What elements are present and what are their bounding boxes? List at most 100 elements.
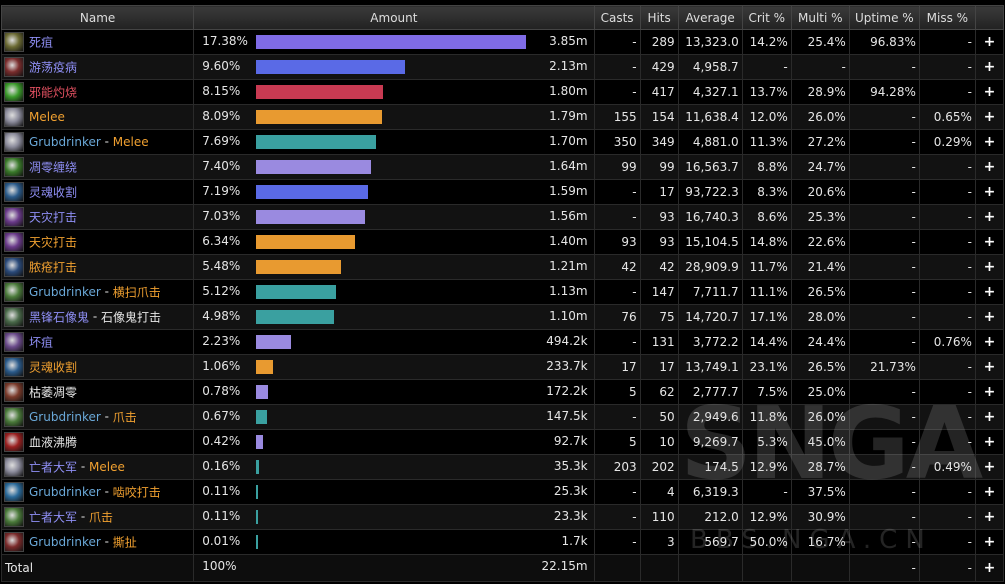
expand-row-button[interactable]: + [974,204,1005,230]
expand-row-button[interactable]: + [974,529,1005,555]
damage-percent: 9.60% [202,59,241,73]
multi-cell: 24.7% [790,154,850,180]
damage-amount: 23.3k [553,509,588,523]
damage-bar [256,360,273,374]
expand-row-button[interactable]: + [974,154,1005,180]
average-cell: 7,711.7 [677,279,743,305]
table-row[interactable]: 灵魂收割 7.19% 1.59m -17 93,722.3 8.3% 20.6% - - + [0,179,1005,205]
table-row[interactable]: 天灾打击 6.34% 1.40m 93 93 15,104.5 14.8% 22.6% - - + [0,229,1005,255]
multi-cell: 22.6% [790,229,850,255]
source-name: 坏疽 [29,335,54,350]
expand-row-button[interactable]: + [974,104,1005,130]
total-amount: 22.15m [541,559,588,573]
spell-icon [4,507,24,527]
table-row[interactable]: Grubdrinker - 爪击 0.67% 147.5k -50 2,949.6 11.… [0,404,1005,430]
name-cell: 亡者大军 - Melee [0,454,195,480]
damage-amount: 1.13m [549,284,588,298]
spell-separator: - [80,509,86,524]
multi-cell: 25.4% [790,29,850,55]
expand-row-button[interactable]: + [974,504,1005,530]
expand-row-button[interactable]: + [974,229,1005,255]
expand-row-button[interactable]: + [974,129,1005,155]
table-row[interactable]: 黑锋石像鬼 - 石像鬼打击 4.98% 1.10m 76 75 14,720.7 17.1%… [0,304,1005,330]
expand-row-button[interactable]: + [974,179,1005,205]
spell-separator: - [104,409,109,424]
casts-cell: - [593,504,641,530]
table-row[interactable]: 脓疮打击 5.48% 1.21m 42 42 28,909.9 11.7% 21.4% - - + [0,254,1005,280]
damage-bar [256,260,342,274]
table-row[interactable]: Grubdrinker - Melee 7.69% 1.70m 350 349 4,881… [0,129,1005,155]
col-header-casts[interactable]: Casts [593,5,641,30]
col-header-multi[interactable]: Multi % [790,5,850,30]
damage-percent: 7.69% [202,134,241,148]
table-row[interactable]: 游荡疫病 9.60% 2.13m -429 4,958.7- - - - + [0,54,1005,80]
damage-bar [256,385,269,399]
expand-row-button[interactable]: + [974,379,1005,405]
casts-cell: - [593,529,641,555]
spell-icon [4,257,24,277]
table-row[interactable]: 坏疽 2.23% 494.2k -131 3,772.2 14.4% 24.4% -0.76%… [0,329,1005,355]
casts-cell: 76 [593,304,641,330]
name-cell: 黑锋石像鬼 - 石像鬼打击 [0,304,195,330]
hits-cell: 429 [639,54,679,80]
table-row[interactable]: 灵魂收割 1.06% 233.7k 17 17 13,749.1 23.1% 26.5% 21.… [0,354,1005,380]
table-row[interactable]: Grubdrinker - 横扫爪击 5.12% 1.13m -147 7,711.7 1… [0,279,1005,305]
expand-row-button[interactable]: + [974,79,1005,105]
table-row[interactable]: 邪能灼烧 8.15% 1.80m -417 4,327.1 13.7% 28.9% 94.28… [0,79,1005,105]
average-cell: 4,881.0 [677,129,743,155]
table-row[interactable]: 血液沸腾 0.42% 92.7k 5 10 9,269.7 5.3% 45.0% - - + [0,429,1005,455]
crit-cell: 11.1% [741,279,792,305]
expand-row-button[interactable]: + [974,304,1005,330]
damage-amount: 147.5k [546,409,588,423]
col-header-name[interactable]: Name [0,5,195,30]
col-header-miss[interactable]: Miss % [918,5,976,30]
spell-name: 横扫爪击 [112,285,161,300]
expand-row-button[interactable]: + [974,29,1005,55]
table-row[interactable]: Melee 8.09% 1.79m 155 154 11,638.4 12.0% 26.0% -… [0,104,1005,130]
miss-cell: - [918,429,976,455]
multi-cell: 28.0% [790,304,850,330]
table-row[interactable]: 死疽 17.38% 3.85m -289 13,323.0 14.2% 25.4% 96.83… [0,29,1005,55]
total-hits [639,554,679,582]
damage-amount: 3.85m [549,34,588,48]
col-header-crit[interactable]: Crit % [741,5,792,30]
expand-row-button[interactable]: + [974,454,1005,480]
expand-row-button[interactable]: + [974,329,1005,355]
total-percent: 100% [202,559,237,573]
expand-row-button[interactable]: + [974,254,1005,280]
expand-row-button[interactable]: + [974,404,1005,430]
multi-cell: 27.2% [790,129,850,155]
damage-amount: 233.7k [546,359,588,373]
damage-bar [256,60,406,74]
expand-row-button[interactable]: + [974,354,1005,380]
col-header-average[interactable]: Average [677,5,743,30]
total-crit [741,554,792,582]
uptime-cell: - [848,404,920,430]
hits-cell: 3 [639,529,679,555]
damage-bar [256,410,267,424]
damage-percent: 0.42% [202,434,241,448]
col-header-uptime[interactable]: Uptime % [848,5,920,30]
damage-bar [256,435,263,449]
total-expand-button[interactable]: + [974,554,1005,582]
col-header-amount[interactable]: Amount [193,5,595,30]
expand-row-button[interactable]: + [974,429,1005,455]
table-row[interactable]: 亡者大军 - Melee 0.16% 35.3k 203 202 174.5 12.9% 28… [0,454,1005,480]
uptime-cell: 96.83% [848,29,920,55]
table-row[interactable]: 凋零缠绕 7.40% 1.64m 99 99 16,563.7 8.8% 24.7% - - + [0,154,1005,180]
expand-row-button[interactable]: + [974,479,1005,505]
spell-icon [4,407,24,427]
table-row[interactable]: 天灾打击 7.03% 1.56m -93 16,740.3 8.6% 25.3% - - + [0,204,1005,230]
table-row[interactable]: 枯萎凋零 0.78% 172.2k 5 62 2,777.7 7.5% 25.0% - - + [0,379,1005,405]
name-cell: 灵魂收割 [0,179,195,205]
col-header-hits[interactable]: Hits [639,5,679,30]
expand-row-button[interactable]: + [974,279,1005,305]
casts-cell: - [593,204,641,230]
average-cell: 13,323.0 [677,29,743,55]
expand-row-button[interactable]: + [974,54,1005,80]
damage-percent: 0.11% [202,484,241,498]
amount-cell: 4.98% 1.10m [193,304,595,330]
table-row[interactable]: Grubdrinker - 撕扯 0.01% 1.7k -3 569.7 50.0% 16.… [0,529,1005,555]
source-name: Grubdrinker [29,410,101,424]
